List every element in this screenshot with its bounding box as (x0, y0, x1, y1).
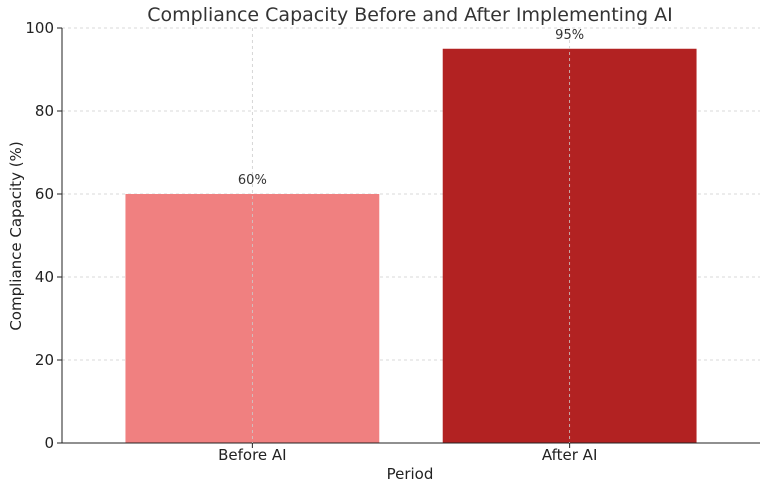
x-axis-label: Period (387, 465, 434, 483)
y-tick-label: 40 (35, 268, 54, 286)
chart-title: Compliance Capacity Before and After Imp… (147, 4, 672, 26)
y-tick-label: 80 (35, 102, 54, 120)
bar-value-label: 95% (555, 28, 584, 43)
y-tick-label: 60 (35, 185, 54, 203)
y-tick-label: 20 (35, 351, 54, 369)
bars (125, 48, 697, 443)
y-tick-label: 100 (25, 19, 54, 37)
y-axis-label: Compliance Capacity (%) (7, 141, 25, 330)
y-tick-label: 0 (44, 434, 54, 452)
axes: 0 20 40 60 80 100 Before AI After AI (25, 19, 760, 464)
x-tick-label: After AI (542, 446, 597, 464)
x-tick-label: Before AI (218, 446, 287, 464)
bar-value-label: 60% (238, 173, 267, 188)
data-labels: 60% 95% (238, 28, 584, 443)
